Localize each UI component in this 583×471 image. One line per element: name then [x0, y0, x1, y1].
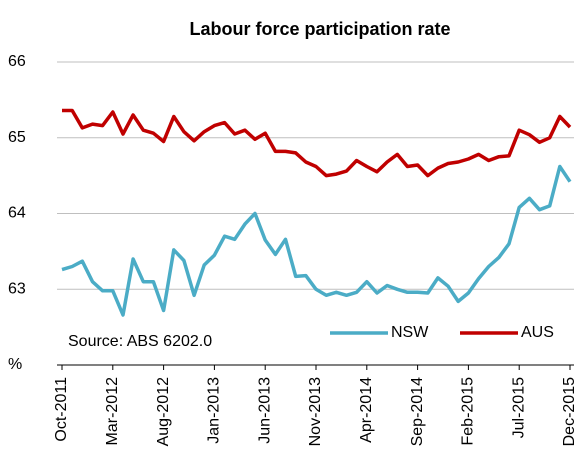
y-tick-label: 66: [8, 53, 26, 70]
x-tick-label: Nov-2013: [307, 377, 324, 446]
y-tick-label: 64: [8, 205, 26, 222]
series-line: [62, 108, 572, 178]
x-tick-label: Jul-2015: [510, 377, 527, 438]
chart-title: Labour force participation rate: [189, 19, 450, 39]
x-tick-label: Jan-2013: [206, 377, 223, 444]
legend-label: AUS: [521, 324, 554, 341]
x-tick-label: Oct-2011: [53, 377, 70, 442]
x-tick-label: Feb-2015: [460, 377, 477, 446]
y-tick-label: 63: [8, 280, 26, 297]
x-tick-label: Sep-2014: [409, 377, 426, 446]
series-line: [61, 164, 572, 317]
x-tick-label: Jun-2013: [256, 377, 273, 444]
y-tick-label: 65: [8, 129, 26, 146]
x-tick-label: Mar-2012: [104, 377, 121, 446]
source-note: Source: ABS 6202.0: [68, 333, 212, 350]
x-tick-label: Aug-2012: [155, 377, 172, 446]
y-tick-label: %: [8, 356, 22, 373]
legend-label: NSW: [391, 324, 429, 341]
x-tick-label: Dec-2015: [561, 377, 578, 446]
x-tick-label: Apr-2014: [358, 377, 375, 443]
